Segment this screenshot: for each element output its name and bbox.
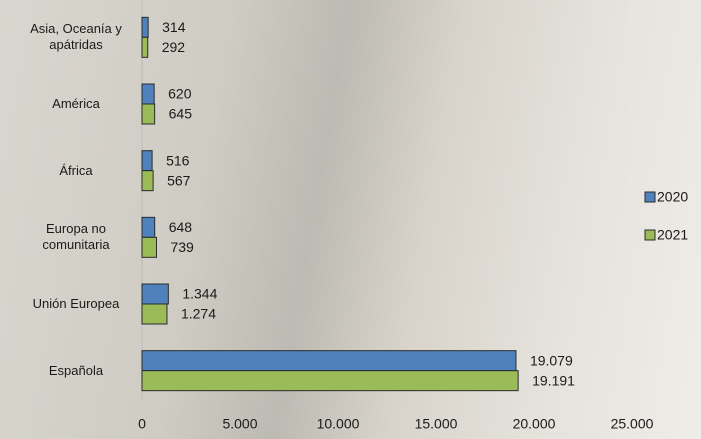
bar: [141, 16, 149, 38]
x-tick-label: 0: [138, 416, 146, 432]
value-label: 516: [166, 152, 190, 168]
value-label: 620: [168, 86, 192, 102]
x-tick-label: 25.000: [611, 416, 654, 432]
value-label: 314: [162, 19, 186, 35]
y-tick-label: Española: [48, 362, 104, 378]
value-label: 292: [162, 39, 186, 55]
bar: [141, 103, 156, 125]
y-tick-label: Asia, Oceanía y apátridas: [30, 21, 122, 53]
value-label: 1.274: [181, 306, 216, 322]
x-tick-label: 15.000: [415, 416, 458, 432]
y-tick-label: América: [52, 96, 100, 111]
bar: [141, 36, 149, 58]
bar: [141, 83, 155, 105]
x-tick-label: 20.000: [513, 416, 556, 432]
legend-label: 2021: [657, 227, 688, 243]
x-tick-label: 10.000: [317, 416, 360, 432]
bar: [141, 350, 517, 372]
bar: [141, 370, 519, 392]
value-label: 739: [170, 239, 194, 255]
value-label: 648: [169, 219, 193, 235]
bar: [141, 283, 169, 305]
y-tick-label: África: [59, 162, 93, 178]
value-label: 19.191: [532, 372, 575, 388]
bar: [141, 150, 153, 172]
legend-swatch: [644, 229, 656, 241]
x-tick-label: 5.000: [222, 416, 257, 432]
legend-label: 2020: [657, 189, 688, 205]
value-label: 645: [169, 106, 193, 122]
y-tick-label: Europa no comunitaria: [42, 221, 110, 253]
bar: [141, 303, 168, 325]
legend-swatch: [644, 191, 656, 203]
value-label: 1.344: [182, 286, 217, 302]
value-label: 19.079: [530, 352, 573, 368]
bar: [141, 216, 156, 238]
y-tick-label: Unión Europea: [32, 296, 120, 311]
value-label: 567: [167, 172, 191, 188]
bar: [141, 170, 154, 192]
bar: [141, 236, 157, 258]
